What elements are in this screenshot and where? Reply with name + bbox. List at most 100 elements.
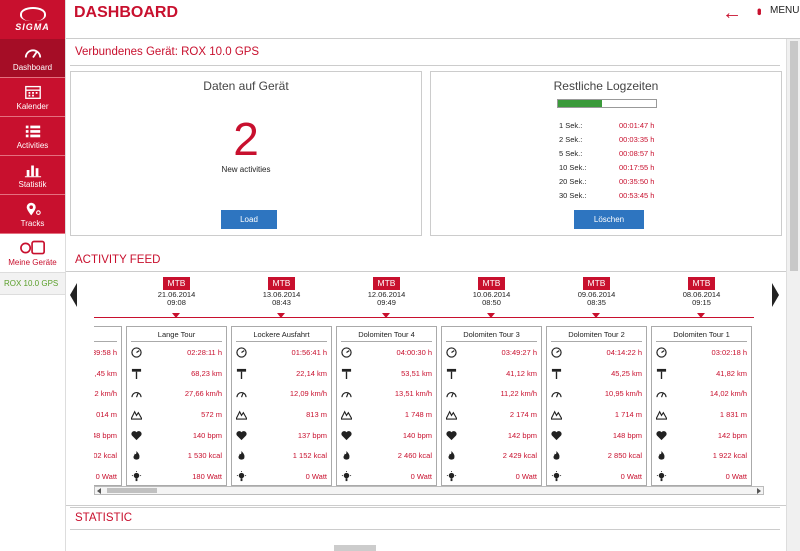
sidebar-item-statistik[interactable]: Statistik [0, 156, 65, 195]
activity-card[interactable]: MTB 09.06.2014 08:35 Dolomiten Tour 2 04:14:… [544, 272, 649, 486]
stat-duration: 2:39:58 h [94, 342, 117, 363]
activity-card-header: MTB [94, 272, 124, 323]
log-row: 5 Sek.: 00:08:57 h [559, 146, 654, 160]
stat-value: 68,23 km [191, 368, 222, 378]
activity-card[interactable]: MTB 10.06.2014 08:50 Dolomiten Tour 3 03:49:… [439, 272, 544, 486]
activity-card-body: Dolomiten Tour 1 03:02:18 h 41,82 km 14,02 … [651, 326, 752, 486]
feed-horizontal-scrollbar[interactable] [94, 486, 764, 495]
stat-value: 572 m [201, 409, 222, 419]
signpost-icon [131, 368, 142, 379]
activity-time: 08:35 [587, 298, 606, 307]
activity-card-header: MTB 09.06.2014 08:35 [544, 272, 649, 323]
timeline-marker [277, 313, 285, 318]
sidebar-item-label: Activities [16, 140, 49, 150]
stat-altitude: 2 174 m [446, 404, 537, 425]
stat-value: 12,09 km/h [289, 389, 327, 399]
stopwatch-icon [236, 347, 247, 358]
stat-value: 53,51 km [401, 368, 432, 378]
gauge-icon [236, 392, 247, 398]
gauge-icon [551, 392, 562, 398]
scroll-right-icon[interactable] [757, 488, 761, 494]
stat-distance: 53,51 km [341, 363, 432, 384]
stat-value: 13,51 km/h [394, 389, 432, 399]
scrollbar-thumb[interactable] [790, 41, 798, 271]
feed-prev-arrow-icon[interactable] [70, 283, 77, 307]
new-activities-label: New activities [221, 165, 271, 174]
activity-card[interactable]: MTB t 2:39:58 h 61,45 km 3,12 km/h 1 014 m 148… [94, 272, 124, 486]
menu-button[interactable]: ••• MENU [752, 5, 800, 16]
sidebar-item-label: Dashboard [12, 62, 53, 72]
stat-distance: 61,45 km [94, 363, 117, 384]
activity-name: Lockere Ausfahrt [236, 327, 327, 342]
flame-icon [238, 451, 245, 460]
signpost-icon [341, 368, 352, 379]
delete-button[interactable]: Löschen [574, 210, 644, 229]
activity-card[interactable]: MTB 21.06.2014 09:08 Lange Tour 02:28:11 h 68… [124, 272, 229, 486]
heart-icon [446, 430, 457, 440]
flame-icon [133, 451, 140, 460]
feed-next-arrow-icon[interactable] [772, 283, 779, 307]
divider [70, 507, 780, 508]
activity-time: 08:50 [482, 298, 501, 307]
panel-title: Restliche Logzeiten [553, 79, 659, 93]
stat-speed: 27,66 km/h [131, 383, 222, 404]
stat-value: 03:49:27 h [501, 347, 537, 357]
stat-calories: 2 850 kcal [551, 445, 642, 466]
sigma-logo[interactable]: SIGMA [0, 0, 65, 39]
sidebar-item-activities[interactable]: Activities [0, 117, 65, 156]
sidebar-item-meine-geraete[interactable]: Meine Geräte [0, 234, 65, 273]
stat-value: 142 bpm [717, 430, 747, 440]
stat-value: 1 831 m [719, 409, 747, 419]
activity-card-header: MTB 12.06.2014 09:49 [334, 272, 439, 323]
sidebar-item-kalender[interactable]: Kalender [0, 78, 65, 117]
page-vertical-scrollbar[interactable] [786, 39, 800, 551]
stat-value: 1 802 kcal [94, 451, 117, 461]
scrollbar-thumb[interactable] [107, 488, 157, 493]
stat-heartrate: 142 bpm [656, 425, 747, 446]
sport-badge: MTB [687, 277, 716, 290]
stat-power: 0 Watt [551, 466, 642, 487]
log-interval: 2 Sek.: [559, 134, 583, 144]
brand-name: SIGMA [15, 22, 50, 32]
stat-calories: 2 429 kcal [446, 445, 537, 466]
stat-value: 14,02 km/h [709, 389, 747, 399]
activity-card[interactable]: MTB 08.06.2014 09:15 Dolomiten Tour 1 03:02:… [649, 272, 754, 486]
timeline [94, 317, 124, 318]
progress-fill [558, 100, 603, 107]
stat-value: 813 m [306, 409, 327, 419]
stat-value: 0 Watt [95, 471, 117, 481]
log-times-table: 1 Sek.: 00:01:47 h 2 Sek.: 00:03:35 h 5 Se… [559, 118, 654, 202]
sidebar-item-dashboard[interactable]: Dashboard [0, 39, 65, 78]
bottom-handle[interactable] [334, 545, 376, 551]
stat-value: 1 152 kcal [292, 451, 327, 461]
activity-time: 08:43 [272, 298, 291, 307]
gauge-icon [341, 392, 352, 398]
activity-name: Dolomiten Tour 1 [656, 327, 747, 342]
menu-label: MENU [770, 5, 800, 16]
new-activities-count: 2 [233, 113, 259, 165]
mountain-icon [131, 410, 142, 420]
statistic-title: STATISTIC [75, 512, 133, 524]
log-interval: 20 Sek.: [559, 176, 587, 186]
stat-value: 45,25 km [611, 368, 642, 378]
bulb-icon [656, 470, 667, 482]
activity-card-header: MTB 08.06.2014 09:15 [649, 272, 754, 323]
sidebar-subitem-device[interactable]: ROX 10.0 GPS [0, 273, 65, 295]
list-icon [25, 125, 40, 137]
activity-card[interactable]: MTB 13.06.2014 08:43 Lockere Ausfahrt 01:56:… [229, 272, 334, 486]
scroll-left-icon[interactable] [97, 488, 101, 494]
sidebar-item-label: Statistik [18, 179, 47, 189]
sidebar-item-label: Meine Geräte [8, 257, 57, 267]
activity-card[interactable]: MTB 12.06.2014 09:49 Dolomiten Tour 4 04:00:… [334, 272, 439, 486]
main-content: Verbundenes Gerät: ROX 10.0 GPS Daten au… [66, 39, 786, 551]
stopwatch-icon [656, 347, 667, 358]
sidebar-item-tracks[interactable]: Tracks [0, 195, 65, 234]
load-button[interactable]: Load [221, 210, 277, 229]
back-arrow-icon[interactable]: ← [722, 2, 742, 24]
heart-icon [341, 430, 352, 440]
stat-calories: 1 152 kcal [236, 445, 327, 466]
stat-duration: 02:28:11 h [131, 342, 222, 363]
stat-speed: 12,09 km/h [236, 383, 327, 404]
activity-date: 10.06.2014 [472, 289, 511, 299]
activity-time: 09:49 [377, 298, 396, 307]
